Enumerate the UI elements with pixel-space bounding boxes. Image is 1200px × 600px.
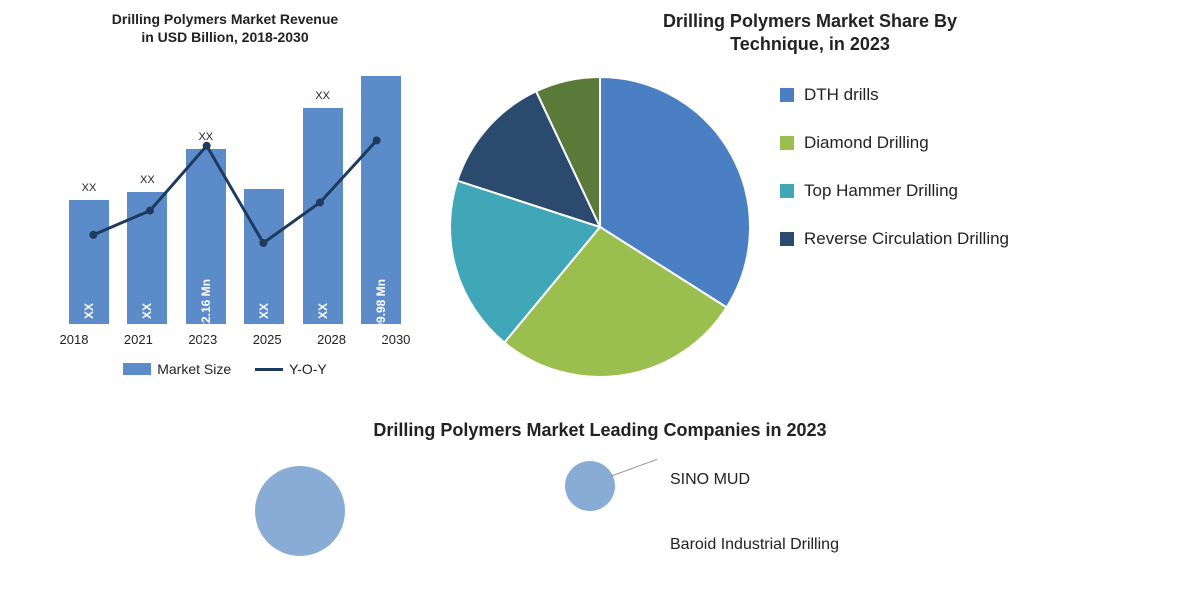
bar-chart-title-line1: Drilling Polymers Market Revenue xyxy=(112,11,338,27)
x-axis-label: 2028 xyxy=(308,332,356,347)
company-label: SINO MUD xyxy=(670,471,750,489)
bubble-connector xyxy=(610,459,657,477)
company-bubble xyxy=(565,461,615,511)
company-label: Baroid Industrial Drilling xyxy=(670,536,839,554)
pie-legend-item: Top Hammer Drilling xyxy=(780,181,1009,201)
bar-wrap: XX XX xyxy=(123,54,171,324)
pie-chart-title: Drilling Polymers Market Share By Techni… xyxy=(440,10,1180,57)
legend-bar-swatch xyxy=(123,363,151,375)
bar: XXXX xyxy=(69,200,109,324)
bar-inside-label: XX xyxy=(140,303,154,319)
legend-yoy: Y-O-Y xyxy=(255,361,327,377)
pie-legend-label: Diamond Drilling xyxy=(804,133,929,153)
x-axis-label: 2025 xyxy=(243,332,291,347)
bar: XXXX xyxy=(303,108,343,324)
legend-swatch xyxy=(780,184,794,198)
legend-bar-label: Market Size xyxy=(157,361,231,377)
legend-swatch xyxy=(780,136,794,150)
bar-chart-legend: Market Size Y-O-Y xyxy=(30,361,420,377)
bar-inside-label: 2122.16 Mn xyxy=(199,279,213,343)
bar-wrap: XX XX xyxy=(65,54,113,324)
company-bubble xyxy=(255,466,345,556)
bar-inside-label: XX xyxy=(82,303,96,319)
pie-legend-item: Reverse Circulation Drilling xyxy=(780,229,1009,249)
legend-market-size: Market Size xyxy=(123,361,231,377)
legend-swatch xyxy=(780,232,794,246)
pie-chart-title-line2: Technique, in 2023 xyxy=(730,34,890,54)
legend-swatch xyxy=(780,88,794,102)
bar: XX xyxy=(244,189,284,324)
x-axis-label: 2021 xyxy=(114,332,162,347)
pie-legend-label: DTH drills xyxy=(804,85,879,105)
legend-line-label: Y-O-Y xyxy=(289,361,327,377)
pie-legend-label: Reverse Circulation Drilling xyxy=(804,229,1009,249)
pie-chart-panel: Drilling Polymers Market Share By Techni… xyxy=(430,0,1200,420)
x-axis-label: 2018 xyxy=(50,332,98,347)
bar-chart-title-line2: in USD Billion, 2018-2030 xyxy=(141,29,308,45)
bar-wrap: 2699.98 Mn xyxy=(357,54,405,324)
bar: XXXX xyxy=(127,192,167,324)
pie-legend-item: DTH drills xyxy=(780,85,1009,105)
bubble-chart-title: Drilling Polymers Market Leading Compani… xyxy=(0,420,1200,441)
bar: 2699.98 Mn xyxy=(361,76,401,324)
bar-wrap: XX XX xyxy=(299,54,347,324)
bar-chart-area: XX XX XX XX XX2122.16 Mn XX XX XX 2699.98 Mn xyxy=(45,54,405,324)
bar-top-label: XX xyxy=(198,131,213,143)
bar-inside-label: XX xyxy=(316,303,330,319)
bubble-chart-area: SINO MUD Baroid Industrial Drilling xyxy=(0,451,1200,571)
pie-chart-legend: DTH drills Diamond Drilling Top Hammer Dri… xyxy=(780,67,1009,249)
bar-chart-panel: Drilling Polymers Market Revenue in USD … xyxy=(0,0,430,420)
bar-top-label: XX xyxy=(315,90,330,102)
bar-chart-title: Drilling Polymers Market Revenue in USD … xyxy=(30,10,420,46)
bar-top-label: XX xyxy=(82,182,97,194)
bar-top-label: XX xyxy=(140,174,155,186)
pie-chart-title-line1: Drilling Polymers Market Share By xyxy=(663,11,957,31)
bubble-chart-panel: Drilling Polymers Market Leading Compani… xyxy=(0,420,1200,571)
bar-wrap: XX2122.16 Mn xyxy=(182,54,230,324)
bar: XX2122.16 Mn xyxy=(186,149,226,325)
pie-chart xyxy=(440,67,760,387)
pie-legend-item: Diamond Drilling xyxy=(780,133,1009,153)
bar-wrap: XX xyxy=(240,54,288,324)
pie-legend-label: Top Hammer Drilling xyxy=(804,181,958,201)
bar-inside-label: XX xyxy=(257,303,271,319)
bar-inside-label: 2699.98 Mn xyxy=(374,279,388,343)
legend-line-swatch xyxy=(255,368,283,371)
